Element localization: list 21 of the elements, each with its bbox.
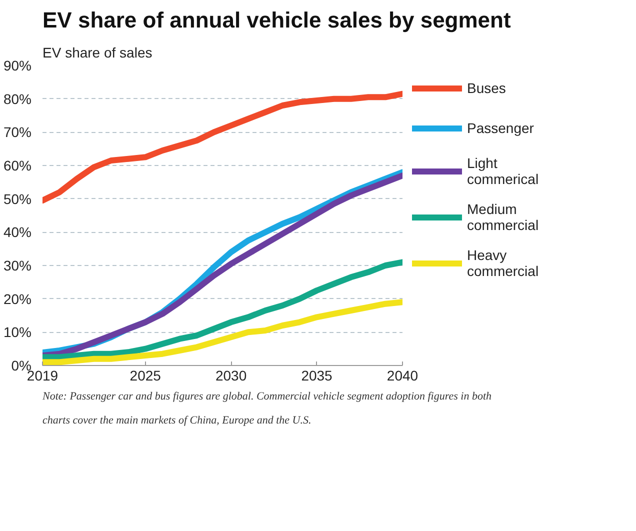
y-tick-label: 20% xyxy=(3,290,32,307)
y-tick-label: 40% xyxy=(3,224,32,240)
legend-label: Buses xyxy=(467,80,506,96)
y-axis-title: EV share of sales xyxy=(42,44,152,60)
y-tick-label: 90% xyxy=(3,58,32,74)
y-tick-label: 70% xyxy=(3,124,32,140)
x-tick-label: 2025 xyxy=(130,368,162,384)
legend-label: Heavy commercial xyxy=(467,247,539,279)
legend-label: Passenger xyxy=(467,120,534,136)
legend-label: Light commerical xyxy=(467,155,539,187)
text: Note: Passenger car and bus figures are global. Commercial vehicle segment adoption figures in both charts cover the main markets of China, Europe and the U.S. xyxy=(42,390,492,426)
chart-title: EV share of annual vehicle sales by segment xyxy=(42,8,512,32)
x-tick-label: 2035 xyxy=(301,368,333,384)
legend-label: Medium commercial xyxy=(467,201,539,233)
y-tick-label: 10% xyxy=(3,324,32,340)
x-tick-label: 2040 xyxy=(386,368,418,384)
y-tick-label: 30% xyxy=(3,258,32,274)
y-tick-label: 50% xyxy=(3,190,32,207)
y-tick-label: 60% xyxy=(3,158,32,174)
x-tick-label: 2030 xyxy=(216,368,247,384)
y-tick-label: 80% xyxy=(3,90,32,107)
